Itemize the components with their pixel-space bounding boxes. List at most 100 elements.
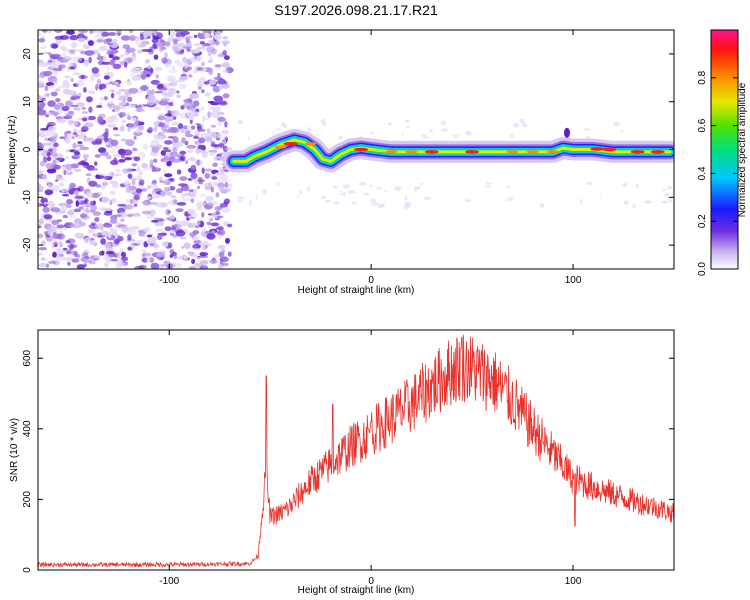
noise-blob (404, 119, 410, 123)
noise-blob (370, 198, 376, 203)
colorbar-tick-label: 0.2 (697, 214, 708, 228)
noise-blob (193, 100, 200, 107)
noise-blob (74, 218, 82, 225)
noise-blob (133, 156, 141, 162)
noise-blob (158, 219, 165, 222)
noise-blob (154, 221, 165, 227)
noise-blob (188, 74, 193, 78)
noise-blob (51, 244, 55, 249)
noise-blob (66, 130, 72, 134)
noise-blob (217, 117, 226, 122)
noise-blob (48, 52, 53, 56)
noise-blob (105, 82, 111, 85)
noise-blob (60, 45, 66, 52)
noise-blob (168, 31, 177, 37)
noise-blob (157, 135, 163, 141)
noise-blob (199, 252, 209, 257)
noise-blob (56, 224, 65, 229)
noise-blob (218, 142, 225, 148)
noise-blob (100, 238, 106, 245)
noise-blob (160, 126, 167, 131)
noise-blob (42, 142, 53, 146)
noise-blob (138, 179, 145, 186)
noise-blob (130, 73, 135, 77)
noise-blob (208, 106, 216, 111)
noise-blob (202, 115, 206, 122)
noise-blob (221, 83, 230, 89)
noise-blob (150, 183, 158, 190)
noise-blob (165, 208, 171, 216)
noise-blob (81, 257, 86, 260)
noise-blob (146, 196, 152, 200)
noise-blob (423, 196, 432, 201)
noise-blob (209, 259, 218, 264)
noise-blob (190, 172, 198, 180)
noise-blob (141, 210, 152, 215)
noise-blob (64, 257, 74, 261)
noise-blob (124, 184, 130, 188)
noise-blob (179, 157, 185, 161)
noise-blob (99, 96, 110, 102)
noise-blob (74, 189, 79, 196)
noise-blob (123, 149, 133, 156)
noise-blob (620, 129, 624, 133)
noise-blob (185, 130, 190, 135)
ridge-warmspot (304, 142, 317, 146)
noise-blob (184, 62, 189, 69)
noise-blob (181, 246, 185, 249)
noise-blob (86, 137, 95, 142)
noise-blob (441, 128, 449, 132)
noise-blob (38, 252, 44, 256)
noise-blob (66, 67, 70, 72)
colorbar-axis: 0.0 0.2 0.4 0.6 0.8 (697, 70, 738, 276)
noise-blob (281, 122, 286, 127)
noise-blob (215, 226, 224, 231)
noise-blob (163, 186, 169, 192)
noise-blob (79, 213, 88, 219)
noise-blob (414, 187, 417, 192)
noise-blob (214, 172, 223, 176)
noise-blob (63, 170, 67, 176)
noise-blob (75, 79, 85, 87)
snr-y-label: SNR (10 * v/v) (9, 418, 20, 482)
noise-blob (56, 118, 66, 124)
noise-blob (187, 148, 194, 153)
noise-blob (105, 154, 112, 160)
noise-blob (347, 189, 356, 194)
noise-blob (176, 36, 185, 41)
spectrogram-image (38, 30, 674, 269)
noise-blob (193, 244, 197, 249)
ridge-hotspot (650, 150, 665, 154)
noise-blob (152, 36, 160, 40)
noise-blob (210, 222, 220, 227)
colorbar-tick-label: 0.4 (697, 166, 708, 180)
y-tick-label: 600 (22, 349, 33, 366)
noise-blob (465, 198, 469, 202)
noise-blob (210, 124, 217, 128)
noise-blob (484, 185, 491, 188)
noise-blob (45, 263, 50, 268)
noise-blob (221, 130, 230, 135)
noise-blob (141, 249, 147, 254)
noise-blob (238, 198, 243, 203)
noise-blob (342, 184, 350, 189)
noise-blob (142, 30, 151, 37)
noise-blob (69, 62, 74, 66)
snr-y-axis: 0 200 400 600 (22, 349, 674, 573)
noise-blob (307, 127, 312, 132)
noise-blob (206, 243, 213, 248)
noise-blob (585, 135, 590, 139)
noise-blob (118, 225, 128, 229)
noise-blob (217, 244, 226, 250)
noise-blob (38, 185, 44, 192)
noise-blob (371, 202, 379, 206)
noise-blob (203, 81, 210, 85)
noise-blob (60, 64, 67, 69)
noise-blob (75, 49, 85, 52)
spectrogram-x-label: Height of straight line (km) (298, 285, 415, 296)
noise-blob (149, 159, 154, 166)
noise-blob (85, 96, 93, 103)
noise-blob (192, 230, 200, 235)
noise-blob (101, 181, 109, 186)
noise-blob (162, 179, 172, 185)
